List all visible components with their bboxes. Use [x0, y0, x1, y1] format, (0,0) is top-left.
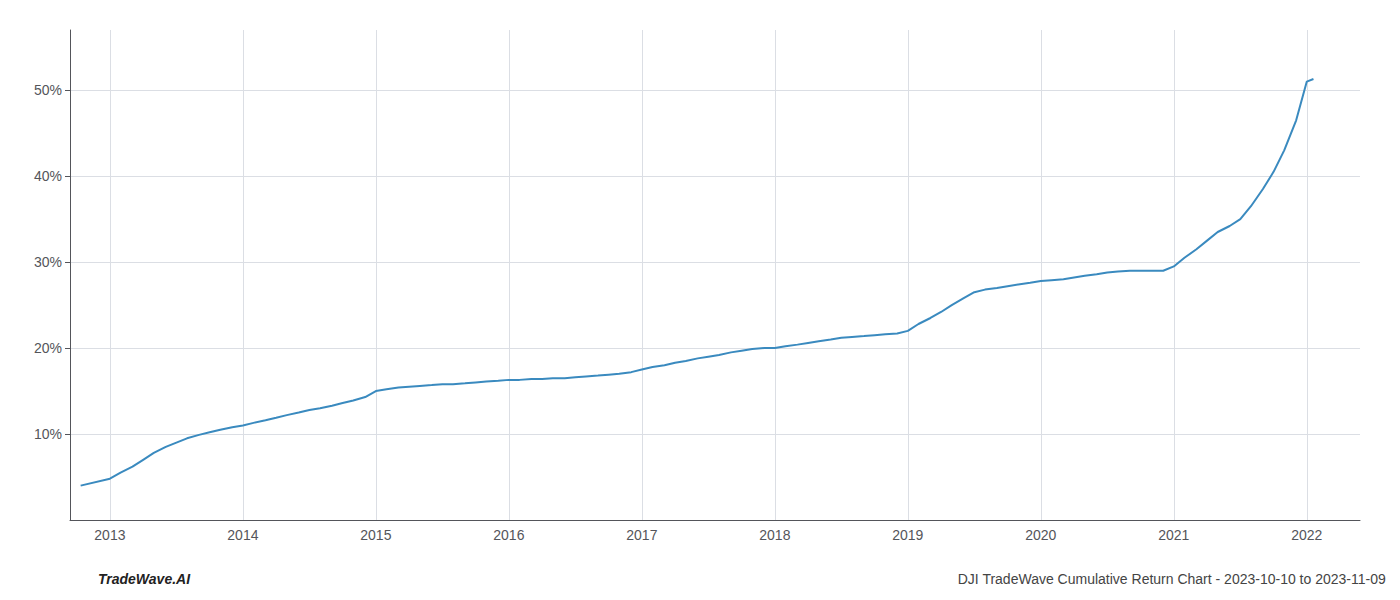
svg-text:20%: 20%	[34, 340, 62, 356]
svg-text:DJI TradeWave Cumulative Retur: DJI TradeWave Cumulative Return Chart - …	[958, 571, 1386, 587]
svg-text:2022: 2022	[1291, 527, 1322, 543]
svg-text:2015: 2015	[360, 527, 391, 543]
svg-text:2021: 2021	[1158, 527, 1189, 543]
svg-text:2019: 2019	[892, 527, 923, 543]
svg-text:2017: 2017	[626, 527, 657, 543]
svg-text:2020: 2020	[1025, 527, 1056, 543]
svg-text:2013: 2013	[94, 527, 125, 543]
svg-text:TradeWave.AI: TradeWave.AI	[98, 571, 191, 587]
svg-text:30%: 30%	[34, 254, 62, 270]
svg-text:2016: 2016	[493, 527, 524, 543]
svg-text:2014: 2014	[227, 527, 258, 543]
svg-text:40%: 40%	[34, 168, 62, 184]
svg-text:50%: 50%	[34, 82, 62, 98]
svg-text:2018: 2018	[759, 527, 790, 543]
svg-text:10%: 10%	[34, 426, 62, 442]
